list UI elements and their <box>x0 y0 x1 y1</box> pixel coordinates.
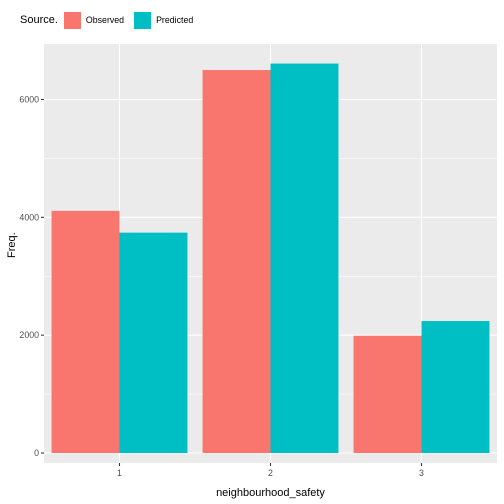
y-tick-label: 6000 <box>19 95 39 105</box>
bar-observed-2 <box>202 70 271 454</box>
y-axis-ticks: 0 2000 4000 6000 <box>19 95 44 458</box>
bar-predicted-2 <box>270 63 339 454</box>
legend-label-predicted: Predicted <box>156 15 194 25</box>
bars <box>51 63 490 454</box>
x-tick-label: 2 <box>268 468 273 478</box>
x-axis-label: neighbourhood_safety <box>216 487 325 499</box>
x-tick-label: 3 <box>419 468 424 478</box>
bar-predicted-3 <box>421 321 490 453</box>
bar-observed-3 <box>353 335 422 453</box>
legend-title: Source. <box>20 14 58 26</box>
y-tick-label: 2000 <box>19 330 39 340</box>
legend-label-observed: Observed <box>85 15 125 25</box>
legend-item-predicted: Predicted <box>134 11 194 29</box>
bar-predicted-1 <box>119 232 188 453</box>
legend-item-observed: Observed <box>63 11 125 29</box>
x-axis-ticks: 1 2 3 <box>117 463 424 478</box>
legend: Source. Observed Predicted <box>20 10 203 30</box>
x-tick-label: 1 <box>117 468 122 478</box>
legend-key-observed <box>63 11 81 29</box>
bar-observed-1 <box>51 210 120 453</box>
y-axis-label: Freq. <box>6 232 18 258</box>
y-tick-label: 4000 <box>19 212 39 222</box>
legend-key-predicted <box>134 11 152 29</box>
y-tick-label: 0 <box>34 448 39 458</box>
y-axis-label-wrap: Freq. <box>2 232 20 258</box>
